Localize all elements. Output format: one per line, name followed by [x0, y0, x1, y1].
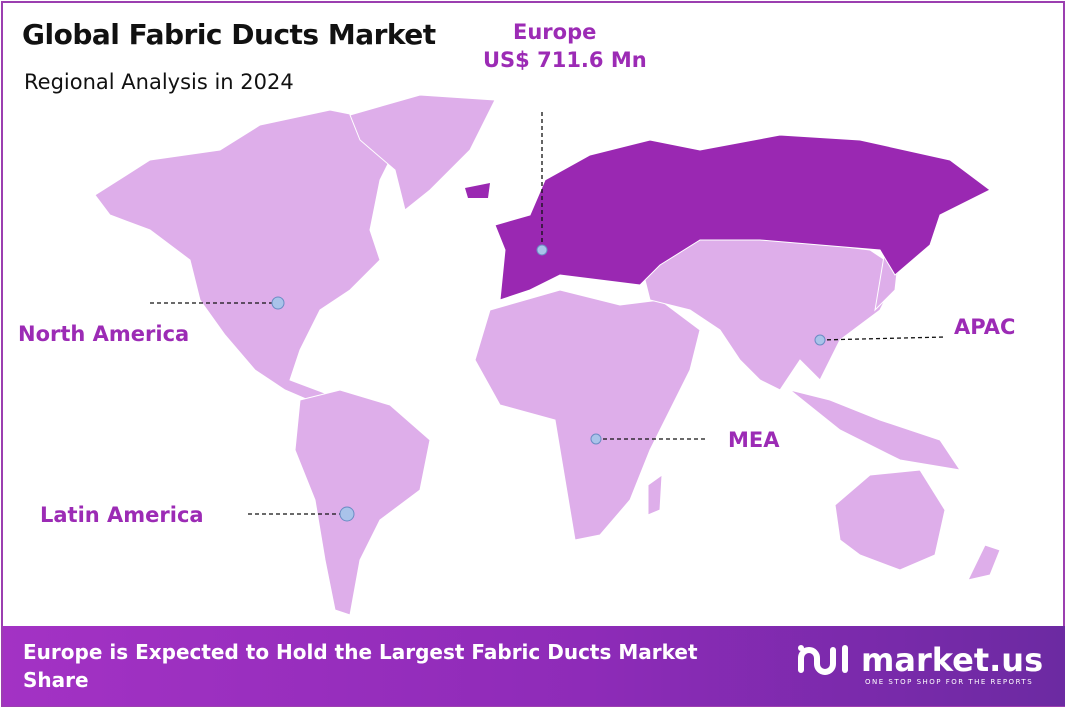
- region-europe: [494, 134, 991, 301]
- label-europe-value: US$ 711.6 Mn: [483, 48, 647, 72]
- region-north-america: [94, 109, 401, 406]
- label-europe: Europe: [513, 20, 597, 44]
- region-australia: [834, 469, 946, 571]
- marker-mea: [590, 433, 602, 445]
- region-iceland: [465, 183, 490, 198]
- region-uk: [512, 222, 528, 252]
- market-us-logo-icon: [798, 645, 848, 675]
- label-mea: MEA: [728, 428, 780, 452]
- footer-text: Europe is Expected to Hold the Largest F…: [23, 640, 698, 692]
- brand-logo: market.us ONE STOP SHOP FOR THE REPORTS: [795, 640, 1044, 686]
- page-title: Global Fabric Ducts Market: [22, 18, 436, 51]
- region-latin-america: [294, 389, 431, 616]
- marker-latin-america: [339, 506, 355, 522]
- marker-europe: [536, 244, 548, 256]
- label-apac: APAC: [954, 315, 1016, 339]
- brand-tagline: ONE STOP SHOP FOR THE REPORTS: [865, 678, 1034, 686]
- brand-name: market.us: [861, 641, 1044, 679]
- region-mea: [474, 289, 701, 541]
- region-greenland: [349, 94, 496, 211]
- footer-banner: Europe is Expected to Hold the Largest F…: [3, 626, 1065, 706]
- region-madagascar: [647, 473, 663, 516]
- marker-north-america: [271, 296, 285, 310]
- region-southeast-asia: [789, 389, 962, 471]
- label-latin-america: Latin America: [40, 503, 204, 527]
- label-north-america: North America: [18, 322, 190, 346]
- page-subtitle: Regional Analysis in 2024: [24, 70, 294, 94]
- region-new-zealand: [967, 544, 1001, 581]
- marker-apac: [814, 334, 826, 346]
